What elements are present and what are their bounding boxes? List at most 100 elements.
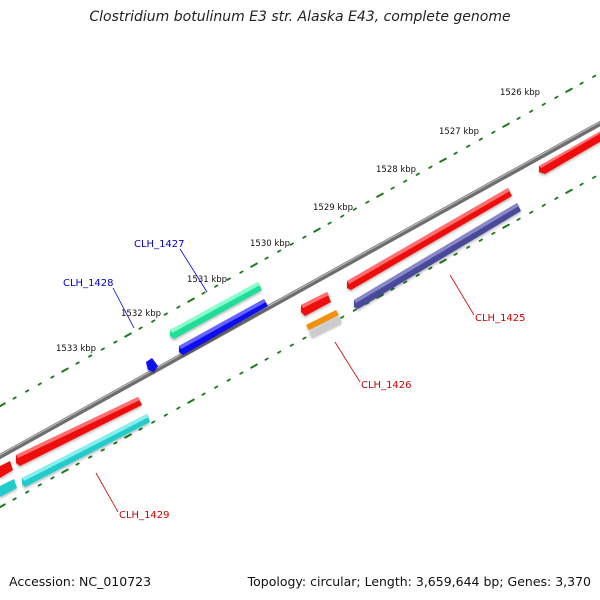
tick-mark: [516, 116, 521, 120]
tick-mark: [439, 258, 447, 264]
tick-mark: [352, 207, 357, 211]
outer-tick-row: [0, 74, 597, 408]
tick-mark: [352, 308, 357, 312]
cds-feature[interactable]: [16, 397, 142, 466]
gene-label-clh-1426[interactable]: CLH_1426: [361, 380, 412, 391]
cds-features: [0, 131, 600, 497]
tick-mark: [529, 210, 534, 214]
tick-mark: [138, 427, 143, 431]
tick-mark: [390, 287, 395, 291]
tick-mark: [250, 363, 258, 369]
tick-mark: [466, 144, 471, 148]
tick-mark: [61, 367, 69, 373]
tick-mark: [264, 256, 269, 260]
tick-mark: [502, 122, 510, 128]
tick-mark: [50, 375, 55, 379]
tick-mark: [390, 186, 395, 190]
kbp-label: 1529 kbp: [313, 203, 353, 213]
tick-mark: [37, 483, 42, 487]
kbp-label: 1531 kbp: [187, 275, 227, 285]
tick-mark: [541, 203, 546, 207]
tick-mark: [264, 357, 269, 361]
tick-mark: [151, 420, 156, 424]
tick-mark: [415, 172, 420, 176]
tick-mark: [37, 382, 42, 386]
tick-mark: [50, 476, 55, 480]
tick-mark: [61, 468, 69, 474]
gene-label-clh-1429[interactable]: CLH_1429: [119, 510, 170, 521]
tick-mark: [88, 354, 93, 358]
tick-mark: [187, 398, 195, 404]
tick-mark: [554, 95, 559, 99]
tick-mark: [592, 175, 597, 179]
tick-mark: [25, 490, 30, 494]
tick-mark: [113, 340, 118, 344]
tick-mark: [529, 109, 534, 113]
tick-mark: [554, 196, 559, 200]
tick-mark: [478, 137, 483, 141]
cds-feature[interactable]: [0, 461, 13, 478]
tick-mark: [226, 277, 231, 281]
cds-feature[interactable]: [309, 316, 342, 337]
tick-mark: [100, 448, 105, 452]
tick-mark: [579, 182, 584, 186]
tick-mark: [100, 347, 105, 351]
tick-mark: [201, 392, 206, 396]
genome-backbone: [0, 120, 600, 460]
tick-mark: [0, 503, 6, 509]
tick-mark: [0, 402, 6, 408]
tick-mark: [579, 81, 584, 85]
tick-mark: [12, 396, 17, 400]
tick-mark: [453, 151, 458, 155]
tick-mark: [415, 273, 420, 277]
gene-leaders: [95, 248, 475, 513]
tick-mark: [541, 102, 546, 106]
gene-label-clh-1425[interactable]: CLH_1425: [475, 313, 526, 324]
tick-mark: [124, 332, 132, 338]
kbp-label: 1527 kbp: [439, 127, 479, 137]
kbp-label: 1530 kbp: [250, 239, 290, 249]
accession-label: Accession: NC_010723: [9, 574, 152, 589]
tick-mark: [592, 74, 597, 78]
tick-mark: [176, 305, 181, 309]
tick-mark: [289, 242, 294, 246]
cds-feature[interactable]: [0, 479, 17, 497]
tick-mark: [565, 188, 573, 194]
tick-mark: [113, 441, 118, 445]
inner-tick-row: [0, 175, 597, 509]
tick-mark: [75, 462, 80, 466]
tick-mark: [88, 455, 93, 459]
tick-mark: [289, 343, 294, 347]
tick-mark: [453, 252, 458, 256]
tick-mark: [25, 389, 30, 393]
tick-mark: [124, 433, 132, 439]
tick-mark: [201, 291, 206, 295]
gene-label-clh-1428[interactable]: CLH_1428: [63, 278, 114, 289]
tick-mark: [214, 385, 219, 389]
kbp-label: 1528 kbp: [376, 165, 416, 175]
tick-mark: [12, 497, 17, 501]
tick-mark: [151, 319, 156, 323]
tick-mark: [187, 297, 195, 303]
cds-feature[interactable]: [306, 310, 339, 330]
tick-mark: [340, 315, 345, 319]
kbp-labels: 1526 kbp 1527 kbp 1528 kbp 1529 kbp 1530…: [56, 88, 540, 354]
tick-mark: [491, 130, 496, 134]
kbp-label: 1533 kbp: [56, 344, 96, 354]
tick-mark: [75, 361, 80, 365]
tick-mark: [302, 336, 307, 340]
tick-mark: [466, 245, 471, 249]
tick-mark: [376, 293, 384, 299]
tick-mark: [428, 165, 433, 169]
tick-mark: [340, 214, 345, 218]
tick-mark: [163, 413, 168, 417]
gene-labels: CLH_1425 CLH_1426 CLH_1427 CLH_1428 CLH_…: [63, 239, 526, 521]
tick-mark: [302, 235, 307, 239]
gene-label-clh-1427[interactable]: CLH_1427: [134, 239, 185, 250]
cds-feature[interactable]: [301, 292, 331, 316]
tick-mark: [478, 238, 483, 242]
kbp-label: 1532 kbp: [121, 309, 161, 319]
cds-feature[interactable]: [146, 358, 158, 372]
tick-mark: [214, 284, 219, 288]
tick-mark: [365, 200, 370, 204]
